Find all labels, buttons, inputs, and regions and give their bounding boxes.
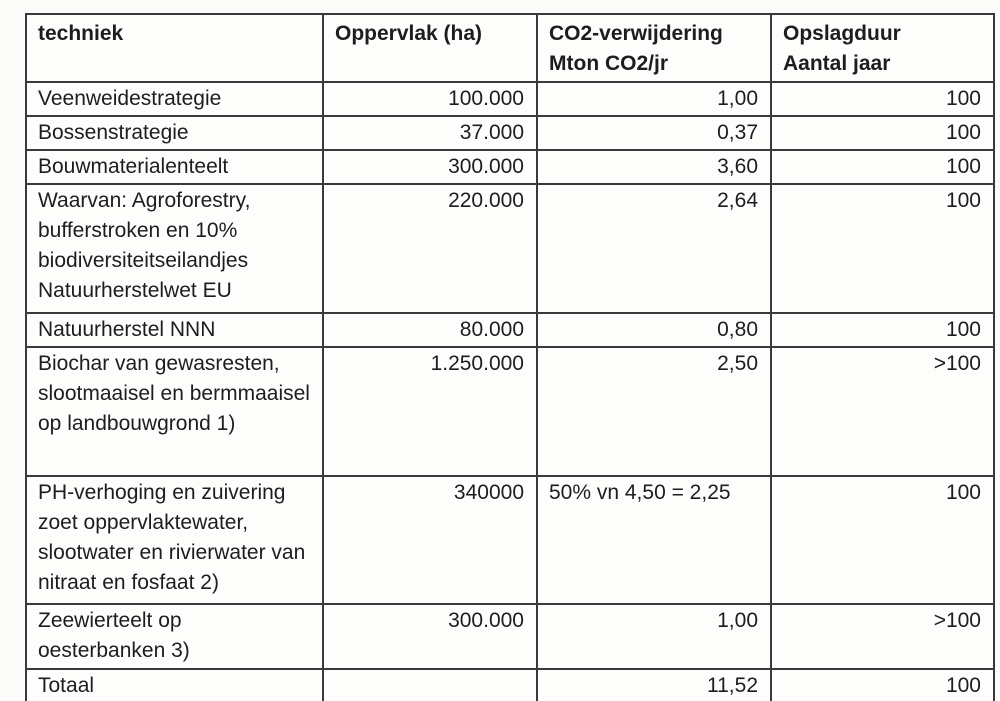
cell-opslagduur: >100 (770, 603, 995, 670)
cell-oppervlak: 37.000 (322, 115, 538, 151)
cell-oppervlak (322, 668, 538, 701)
cell-techniek: Zeewierteelt op oesterbanken 3) (25, 603, 324, 670)
table-row-waarvan-agroforestry: Waarvan: Agroforestry, bufferstroken en … (25, 183, 995, 314)
column-header-techniek: techniek (25, 13, 324, 83)
table-row-zeewierteelt: Zeewierteelt op oesterbanken 3) 300.000 … (25, 603, 995, 670)
header-row: techniek Oppervlak (ha) CO2-verwijdering… (25, 13, 995, 83)
cell-opslagduur: 100 (770, 81, 995, 117)
cell-co2: 2,50 (536, 346, 772, 477)
cell-oppervlak: 300.000 (322, 149, 538, 185)
cell-opslagduur: 100 (770, 115, 995, 151)
cell-techniek: Bouwmaterialenteelt (25, 149, 324, 185)
cell-oppervlak: 80.000 (322, 312, 538, 348)
cell-co2: 0,80 (536, 312, 772, 348)
cell-co2: 11,52 (536, 668, 772, 701)
column-header-opslagduur: Opslagduur Aantal jaar (770, 13, 995, 83)
table-row-bossenstrategie: Bossenstrategie 37.000 0,37 100 (25, 115, 995, 151)
cell-opslagduur: 100 (770, 312, 995, 348)
cell-techniek: Veenweidestrategie (25, 81, 324, 117)
column-header-oppervlak: Oppervlak (ha) (322, 13, 538, 83)
cell-techniek: Natuurherstel NNN (25, 312, 324, 348)
cell-oppervlak: 1.250.000 (322, 346, 538, 477)
cell-opslagduur: 100 (770, 475, 995, 605)
cell-co2: 50% vn 4,50 = 2,25 (536, 475, 772, 605)
cell-oppervlak: 100.000 (322, 81, 538, 117)
table-row-veenweidestrategie: Veenweidestrategie 100.000 1,00 100 (25, 81, 995, 117)
table-row-natuurherstel-nnn: Natuurherstel NNN 80.000 0,80 100 (25, 312, 995, 348)
table-row-biochar: Biochar van gewasresten, slootmaaisel en… (25, 346, 995, 477)
cell-co2: 2,64 (536, 183, 772, 314)
cell-techniek: Totaal (25, 668, 324, 701)
cell-co2: 0,37 (536, 115, 772, 151)
cell-co2: 1,00 (536, 81, 772, 117)
table-row-totaal: Totaal 11,52 100 (25, 668, 995, 701)
table-row-bouwmaterialenteelt: Bouwmaterialenteelt 300.000 3,60 100 (25, 149, 995, 185)
cell-opslagduur: 100 (770, 668, 995, 701)
cell-techniek: Bossenstrategie (25, 115, 324, 151)
column-header-co2-verwijdering: CO2-verwijdering Mton CO2/jr (536, 13, 772, 83)
cell-oppervlak: 340000 (322, 475, 538, 605)
cell-opslagduur: 100 (770, 149, 995, 185)
cell-oppervlak: 300.000 (322, 603, 538, 670)
cell-co2: 1,00 (536, 603, 772, 670)
co2-removal-table: techniek Oppervlak (ha) CO2-verwijdering… (25, 13, 995, 701)
table-row-ph-verhoging: PH-verhoging en zuivering zoet oppervlak… (25, 475, 995, 605)
cell-opslagduur: 100 (770, 183, 995, 314)
cell-co2: 3,60 (536, 149, 772, 185)
cell-techniek: Biochar van gewasresten, slootmaaisel en… (25, 346, 324, 477)
cell-oppervlak: 220.000 (322, 183, 538, 314)
cell-techniek: Waarvan: Agroforestry, bufferstroken en … (25, 183, 324, 314)
cell-techniek: PH-verhoging en zuivering zoet oppervlak… (25, 475, 324, 605)
cell-opslagduur: >100 (770, 346, 995, 477)
